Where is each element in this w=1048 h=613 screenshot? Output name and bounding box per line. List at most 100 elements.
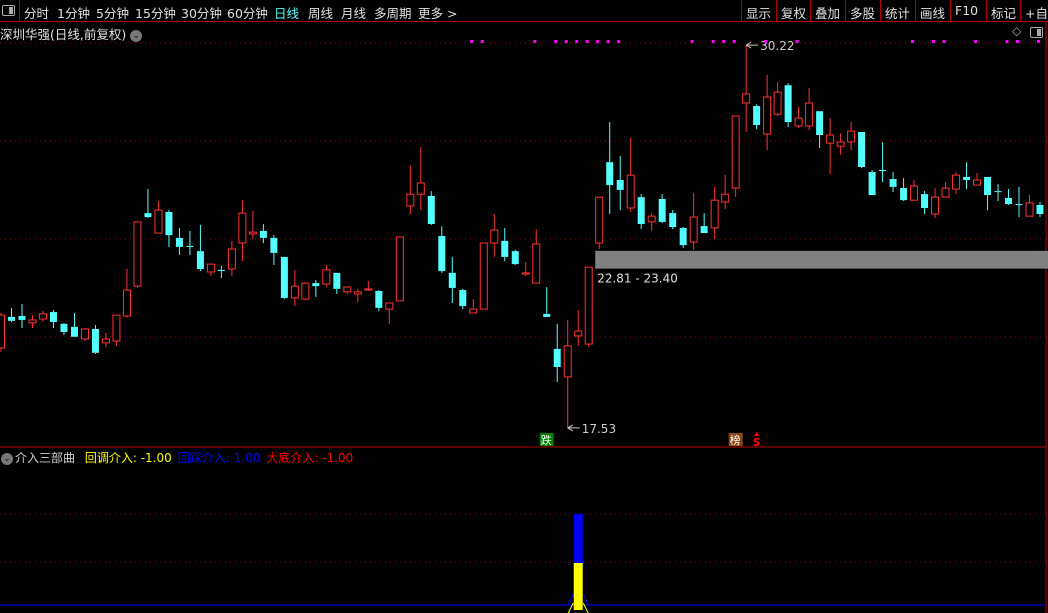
candle-body	[448, 272, 456, 288]
toolbar-button-0[interactable]: 显示	[746, 6, 772, 21]
toolbar-button-8[interactable]: +自选	[1025, 6, 1048, 21]
period-tab-4[interactable]: 30分钟	[181, 6, 222, 21]
candle	[647, 213, 656, 231]
candle	[206, 263, 215, 276]
candle-body	[574, 330, 583, 337]
candle-body	[511, 251, 519, 265]
divider	[986, 0, 987, 22]
toolbar-button-2[interactable]: 叠加	[815, 6, 841, 21]
period-tab-10[interactable]: 更多 >	[418, 6, 458, 21]
candle	[858, 131, 866, 169]
period-tab-7[interactable]: 周线	[308, 6, 334, 21]
candle-body	[910, 185, 919, 201]
candle	[616, 156, 624, 211]
candle	[879, 141, 887, 183]
period-tab-3[interactable]: 15分钟	[135, 6, 176, 21]
candle-body	[364, 288, 373, 291]
candle-body	[889, 179, 897, 187]
candle	[154, 201, 163, 234]
candle	[868, 170, 876, 196]
candle	[721, 175, 730, 209]
candle-body	[858, 131, 866, 167]
divider	[950, 0, 951, 22]
candle-body	[753, 106, 761, 126]
candle	[248, 211, 257, 240]
candle-body	[584, 266, 593, 345]
diamond-icon[interactable]: ◇	[1012, 24, 1022, 38]
candle-body	[322, 269, 331, 285]
candle-body	[553, 348, 561, 367]
candle	[406, 165, 415, 215]
candle-body	[700, 226, 708, 234]
toolbar-button-7[interactable]: 标记	[991, 6, 1017, 21]
period-tab-0[interactable]: 分时	[24, 6, 50, 21]
toolbar-button-3[interactable]: 多股	[850, 6, 876, 21]
candle-body	[616, 179, 624, 190]
candle	[963, 162, 971, 190]
period-tab-2[interactable]: 5分钟	[96, 6, 129, 21]
signal-dot	[585, 40, 589, 43]
candle	[794, 106, 803, 129]
candle	[312, 280, 320, 297]
divider	[845, 0, 846, 22]
candle	[427, 191, 435, 225]
signal-dot	[911, 40, 915, 43]
candle-body	[238, 212, 247, 244]
candle-body	[438, 236, 446, 272]
toolbar-button-5[interactable]: 画线	[920, 6, 946, 21]
toolbar-button-4[interactable]: 统计	[885, 6, 911, 21]
candle	[322, 265, 331, 288]
candle	[679, 227, 687, 249]
candle-body	[18, 315, 26, 320]
candle	[70, 312, 78, 337]
candle-body	[375, 290, 383, 308]
candle	[60, 322, 68, 335]
signal-dot	[575, 40, 579, 43]
signal-dot	[764, 40, 768, 43]
candle-body	[28, 319, 37, 324]
panel-toggle-icon[interactable]	[2, 5, 15, 16]
period-tab-9[interactable]: 多周期	[374, 6, 412, 21]
candle-body	[721, 193, 730, 203]
candle	[479, 242, 488, 310]
period-tab-1[interactable]: 1分钟	[57, 6, 90, 21]
chart-title: 深圳华强(日线,前复权) ⌄	[0, 24, 143, 43]
candle-body	[406, 193, 415, 207]
candle	[122, 268, 131, 318]
candle-body	[70, 326, 78, 337]
candle-body	[469, 308, 478, 314]
candle-body	[784, 85, 792, 123]
candle-body	[333, 272, 341, 289]
candle	[889, 172, 897, 193]
stock-name: 深圳华强(日线,前复权)	[0, 27, 127, 42]
candle	[227, 240, 236, 276]
candle-body	[679, 227, 687, 246]
candle	[994, 184, 1002, 202]
candle-body	[175, 237, 183, 247]
indicator-bar-blue	[573, 514, 583, 563]
chevron-down-circle-icon[interactable]: ⌄	[130, 29, 143, 42]
candle-body	[931, 196, 940, 215]
period-tab-5[interactable]: 60分钟	[227, 6, 268, 21]
candle	[574, 309, 583, 346]
candle-body	[459, 290, 467, 307]
candle-body	[994, 191, 1002, 193]
panel-toggle-icon[interactable]	[1030, 27, 1043, 38]
candle	[438, 226, 446, 273]
candle	[101, 332, 110, 348]
candle	[931, 188, 940, 218]
candle-body	[479, 242, 488, 310]
marker-arrow	[753, 432, 760, 436]
chevron-down-circle-icon[interactable]: ⌄	[1, 452, 13, 465]
candle	[416, 147, 425, 211]
toolbar-button-6[interactable]: F10	[955, 3, 979, 18]
candle	[710, 186, 719, 240]
period-tab-6[interactable]: 日线	[274, 6, 300, 21]
toolbar-button-1[interactable]: 复权	[781, 6, 807, 21]
candle-body	[773, 91, 782, 115]
candle	[80, 328, 89, 342]
candle	[511, 249, 519, 266]
indicator-spike-yellow	[567, 602, 589, 613]
period-tab-8[interactable]: 月线	[341, 6, 367, 21]
